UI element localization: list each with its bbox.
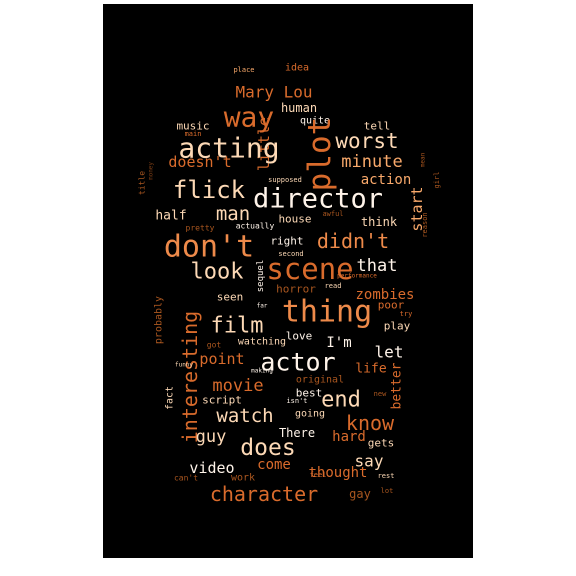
- word-52: interesting: [178, 311, 202, 443]
- word-5: music: [176, 120, 209, 133]
- word-61: making: [251, 368, 273, 375]
- word-27: house: [278, 213, 311, 226]
- word-67: script: [202, 394, 242, 407]
- word-3: way: [224, 101, 275, 134]
- word-35: second: [278, 250, 303, 258]
- word-2: Mary Lou: [235, 83, 312, 102]
- word-85: work: [231, 473, 255, 484]
- word-16: title: [138, 171, 147, 195]
- word-84: can't: [174, 474, 198, 483]
- word-71: new: [374, 390, 387, 398]
- word-54: watching: [238, 337, 286, 348]
- word-40: performance: [337, 273, 377, 280]
- word-26: man: [216, 203, 250, 225]
- word-15: money: [148, 162, 155, 180]
- word-57: let: [375, 343, 404, 362]
- word-30: pretty: [186, 224, 215, 233]
- word-51: play: [384, 320, 411, 333]
- word-20: action: [361, 172, 412, 188]
- word-48: poor: [378, 299, 405, 312]
- word-31: actually: [236, 222, 275, 231]
- word-41: read: [325, 282, 342, 290]
- word-86: feel: [310, 471, 327, 479]
- word-68: best: [296, 387, 323, 400]
- word-75: There: [279, 426, 315, 440]
- word-50: film: [211, 314, 264, 339]
- word-66: better: [390, 362, 405, 409]
- word-47: far: [257, 303, 268, 310]
- word-37: that: [357, 256, 398, 276]
- word-18: girl: [433, 172, 441, 189]
- word-17: mean: [420, 152, 427, 167]
- word-90: lot: [381, 487, 394, 495]
- word-28: think: [361, 215, 398, 229]
- word-55: I'm: [326, 335, 351, 351]
- word-56: love: [286, 330, 313, 343]
- word-70: isn't: [286, 397, 307, 405]
- word-33: right: [270, 235, 303, 248]
- word-64: original: [296, 375, 344, 386]
- word-32: don't: [164, 230, 254, 265]
- word-1: idea: [285, 63, 309, 74]
- word-12: worst: [335, 129, 398, 153]
- word-82: come: [257, 457, 291, 473]
- word-38: look: [191, 260, 244, 285]
- word-9: tell: [364, 120, 391, 133]
- word-0: place: [233, 66, 254, 74]
- word-77: hard: [332, 429, 366, 445]
- word-89: gay: [349, 487, 371, 501]
- word-29: reason: [421, 212, 429, 237]
- word-43: zombies: [355, 287, 414, 303]
- word-49: try: [400, 310, 413, 318]
- word-45: seen: [217, 291, 244, 304]
- word-24: start: [408, 186, 426, 231]
- word-79: gets: [368, 437, 395, 450]
- word-14: doesn't: [168, 153, 231, 171]
- word-7: little: [255, 117, 273, 171]
- word-4: human: [281, 101, 317, 115]
- word-69: end: [321, 388, 361, 413]
- word-6: main: [185, 130, 202, 138]
- word-73: going: [295, 409, 325, 420]
- word-83: thought: [308, 465, 367, 481]
- word-8: quite: [300, 116, 330, 127]
- word-74: know: [346, 411, 395, 435]
- word-34: didn't: [317, 229, 389, 253]
- word-88: character: [210, 482, 318, 506]
- word-44: probably: [154, 296, 165, 344]
- cloud-background: [103, 4, 473, 558]
- word-81: video: [189, 459, 234, 477]
- word-65: fact: [165, 386, 176, 410]
- word-21: flick: [173, 176, 246, 204]
- word-22: director: [253, 184, 383, 215]
- word-80: say: [355, 452, 384, 471]
- word-10: acting: [178, 132, 279, 165]
- word-23: awful: [322, 210, 343, 218]
- word-42: horror: [276, 283, 316, 296]
- word-60: funny: [175, 362, 193, 369]
- word-19: supposed: [268, 176, 302, 184]
- word-76: guy: [196, 427, 227, 447]
- word-58: point: [199, 350, 244, 368]
- word-11: plot: [302, 117, 338, 192]
- word-63: movie: [212, 376, 263, 396]
- word-25: half: [155, 209, 186, 224]
- word-46: thing: [282, 295, 372, 330]
- word-36: scene: [266, 252, 353, 286]
- word-13: minute: [341, 152, 402, 172]
- word-87: rest: [378, 472, 395, 480]
- word-59: actor: [260, 348, 335, 377]
- word-53: got: [207, 341, 222, 350]
- word-39: sequel: [256, 260, 266, 293]
- word-72: watch: [216, 405, 273, 427]
- word-78: does: [240, 435, 295, 461]
- word-62: life: [355, 362, 386, 377]
